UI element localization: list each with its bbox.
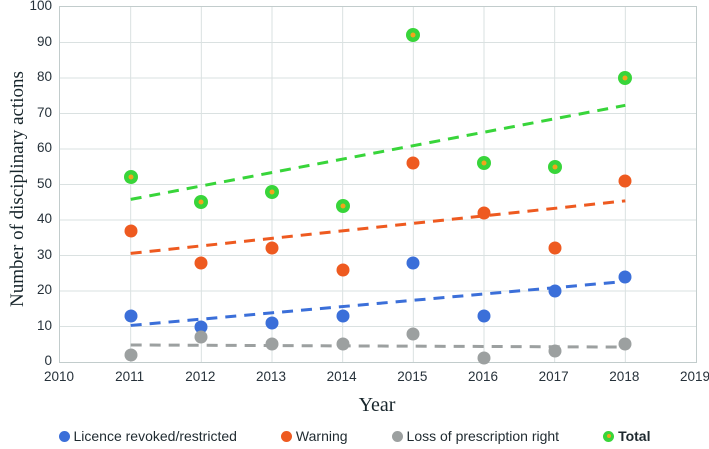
data-point-warning (618, 174, 632, 188)
legend-marker-icon (603, 430, 615, 442)
y-tick-label: 40 (36, 211, 52, 226)
data-point-center (128, 174, 134, 180)
data-point-loss-of-prescription-right (124, 348, 138, 362)
data-point-licence-revoked-restricted (265, 316, 279, 330)
data-point-total (194, 195, 209, 210)
legend-item-loss-of-prescription-right: Loss of prescription right (391, 428, 560, 444)
trend-line-warning (130, 199, 626, 255)
data-point-warning (194, 256, 208, 270)
x-tick-label: 2018 (609, 369, 640, 384)
legend-label: Loss of prescription right (406, 428, 560, 444)
data-point-center (552, 164, 558, 170)
data-point-loss-of-prescription-right (548, 344, 562, 358)
data-point-total (265, 184, 279, 199)
x-tick-label: 2019 (679, 369, 709, 384)
data-point-loss-of-prescription-right (336, 337, 350, 351)
data-point-licence-revoked-restricted (194, 320, 208, 333)
data-point-total (406, 28, 421, 43)
data-point-warning (265, 241, 279, 255)
legend-label: Warning (295, 428, 348, 444)
plot-area (59, 6, 697, 365)
data-point-center (269, 189, 275, 195)
x-tick-label: 2011 (115, 369, 145, 384)
x-tick-label: 2016 (467, 369, 499, 384)
legend-marker-icon (391, 430, 403, 442)
legend-marker-icon (280, 430, 292, 442)
data-point-total (123, 170, 138, 185)
data-point-center (198, 199, 204, 205)
x-axis-title: Year (358, 394, 396, 416)
data-point-licence-revoked-restricted (124, 309, 138, 323)
y-tick-label: 70 (36, 104, 52, 120)
data-point-loss-of-prescription-right (406, 327, 420, 341)
data-point-licence-revoked-restricted (477, 309, 491, 323)
data-point-licence-revoked-restricted (618, 270, 632, 284)
data-point-center (622, 75, 628, 81)
legend-label: Total (618, 428, 651, 444)
data-point-center (481, 160, 487, 166)
legend-item-total: Total (603, 428, 650, 444)
trend-line-licence-revoked-restricted (130, 279, 626, 327)
x-tick-label: 2015 (397, 369, 428, 384)
data-point-licence-revoked-restricted (336, 309, 350, 323)
data-point-total (477, 156, 491, 171)
x-tick-label: 2013 (255, 369, 287, 384)
data-point-center (410, 32, 416, 38)
data-point-loss-of-prescription-right (194, 330, 208, 344)
trend-line-loss-of-prescription-right (130, 343, 626, 349)
data-point-warning (477, 206, 491, 220)
legend-item-warning: Warning (280, 428, 348, 444)
legend-marker-icon (58, 430, 70, 442)
legend-label: Licence revoked/restricted (73, 428, 237, 444)
data-point-loss-of-prescription-right (618, 337, 632, 351)
y-tick-label: 100 (29, 0, 52, 13)
x-tick-label: 2010 (43, 369, 75, 384)
data-point-loss-of-prescription-right (265, 337, 279, 351)
y-tick-label: 10 (36, 317, 52, 333)
x-tick-label: 2014 (326, 369, 357, 384)
y-tick-label: 30 (36, 246, 52, 262)
y-tick-label: 50 (36, 175, 52, 191)
data-point-warning (124, 224, 138, 238)
y-tick-label: 90 (36, 33, 52, 49)
data-point-licence-revoked-restricted (406, 256, 420, 270)
legend-marker-center (606, 434, 611, 438)
x-tick-label: 2017 (538, 369, 569, 384)
data-point-center (340, 203, 346, 209)
y-tick-label: 20 (36, 282, 52, 297)
chart-legend: Licence revoked/restricted Warning Loss of… (0, 428, 709, 444)
x-tick-label: 2012 (185, 369, 216, 384)
data-point-loss-of-prescription-right (477, 351, 491, 365)
legend-item-licence-revoked-restricted: Licence revoked/restricted (58, 428, 237, 444)
data-point-warning (336, 263, 350, 277)
data-point-warning (548, 241, 562, 255)
data-point-total (335, 198, 350, 213)
y-tick-label: 60 (36, 140, 52, 155)
data-point-warning (406, 156, 420, 170)
y-tick-label: 80 (36, 69, 52, 84)
chart-canvas (60, 7, 696, 362)
data-point-total (547, 159, 562, 174)
data-point-total (618, 71, 633, 85)
trend-line-total (130, 103, 626, 201)
data-point-licence-revoked-restricted (548, 284, 562, 298)
y-tick-label: 0 (44, 353, 52, 368)
